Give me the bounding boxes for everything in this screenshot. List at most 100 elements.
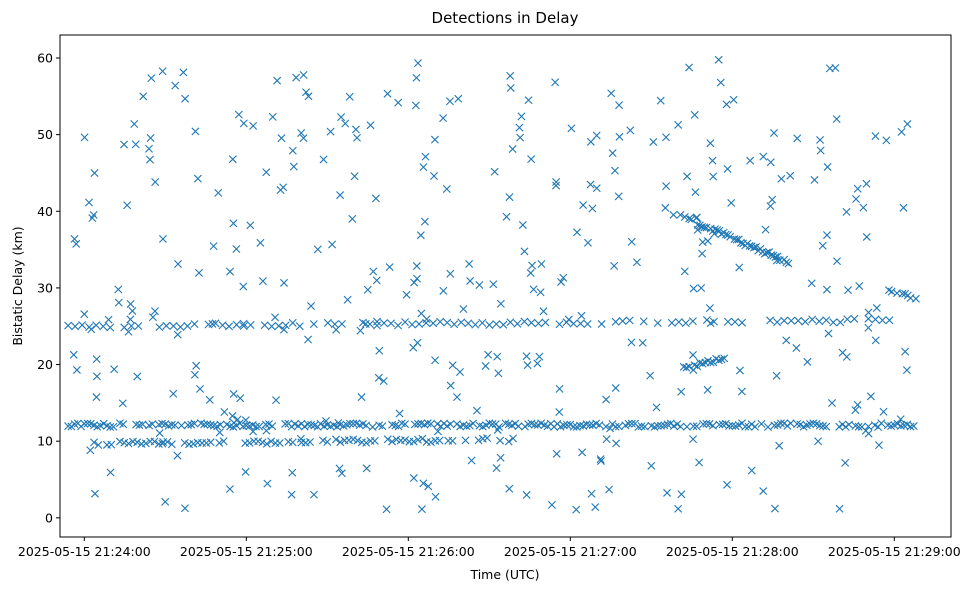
data-point [883,421,892,430]
data-point [776,419,785,428]
data-point [134,321,143,330]
data-point [703,385,712,394]
data-point [374,373,383,382]
data-point [682,422,691,431]
data-point [362,464,371,473]
data-point [766,316,775,325]
data-point [898,289,907,298]
data-point [72,365,81,374]
data-point [822,422,831,431]
data-point [611,317,620,326]
data-point [855,282,864,290]
data-point [871,315,880,324]
data-point [572,505,581,514]
data-point [596,455,605,464]
data-point [879,407,888,416]
data-point [454,94,463,103]
data-point [303,420,312,429]
data-point [874,441,883,450]
data-point [614,192,623,201]
data-point [808,315,817,324]
data-point [597,456,605,465]
data-point [639,317,648,326]
data-point [871,336,880,345]
data-point [467,456,476,465]
data-point [464,319,473,328]
data-point [345,92,354,101]
data-point [401,420,410,429]
data-point [471,320,480,329]
data-point [409,474,418,483]
data-point [430,172,438,180]
data-point [219,437,228,446]
data-point [559,421,568,430]
y-axis-ticks: 0 10 20 30 40 50 60 [37,50,60,525]
data-point [86,446,95,455]
data-point [239,282,248,291]
data-point [94,440,103,449]
data-point [318,436,327,445]
data-point [279,325,288,334]
data-point [163,437,172,446]
data-point [241,467,250,476]
data-point [746,156,755,165]
data-point [260,321,269,330]
data-point [148,313,157,322]
x-tick-label: 2025-05-15 21:28:00 [666,544,799,559]
data-point [304,335,313,344]
data-point [478,318,487,327]
data-point [605,485,614,494]
data-point [541,318,550,327]
data-point [492,464,501,473]
data-point [638,338,647,347]
data-point [410,420,419,429]
data-point [413,59,422,68]
data-point [787,316,796,325]
data-point [705,304,714,313]
data-point [395,409,404,418]
data-point [361,319,370,328]
data-point [435,436,444,445]
data-point [267,437,276,446]
data-point [822,285,831,294]
data-point [462,422,471,431]
data-point [209,421,218,430]
data-point [610,166,619,175]
data-point [720,354,729,363]
data-point [322,416,330,425]
data-point [215,438,224,447]
data-point [652,403,661,412]
data-point [379,377,388,386]
data-point [662,133,671,142]
data-point [626,126,635,135]
data-point [896,421,905,430]
data-point [307,302,316,310]
data-point [239,119,248,128]
x-tick-label: 2025-05-15 21:24:00 [18,544,151,559]
data-point [844,420,853,429]
x-tick-label: 2025-05-15 21:25:00 [180,544,313,559]
data-point [721,230,730,239]
x-axis-label: Time (UTC) [469,567,539,582]
x-axis-ticks: 2025-05-15 21:24:00 2025-05-15 21:25:00 20… [18,537,961,559]
data-point [289,162,298,171]
data-point [896,415,905,424]
data-point [792,344,801,353]
data-point [627,338,636,347]
data-point [832,115,841,124]
data-point [807,279,816,288]
data-point [708,421,717,430]
data-point [302,88,311,97]
data-point [148,420,157,429]
data-point [615,132,624,141]
data-point [723,480,732,489]
data-point [559,273,568,282]
data-point [246,321,255,329]
data-point [448,361,457,370]
data-point [262,168,271,177]
data-point [267,322,276,331]
data-point [107,440,116,449]
data-point [842,207,851,216]
data-point [481,361,490,370]
data-point [64,321,73,330]
